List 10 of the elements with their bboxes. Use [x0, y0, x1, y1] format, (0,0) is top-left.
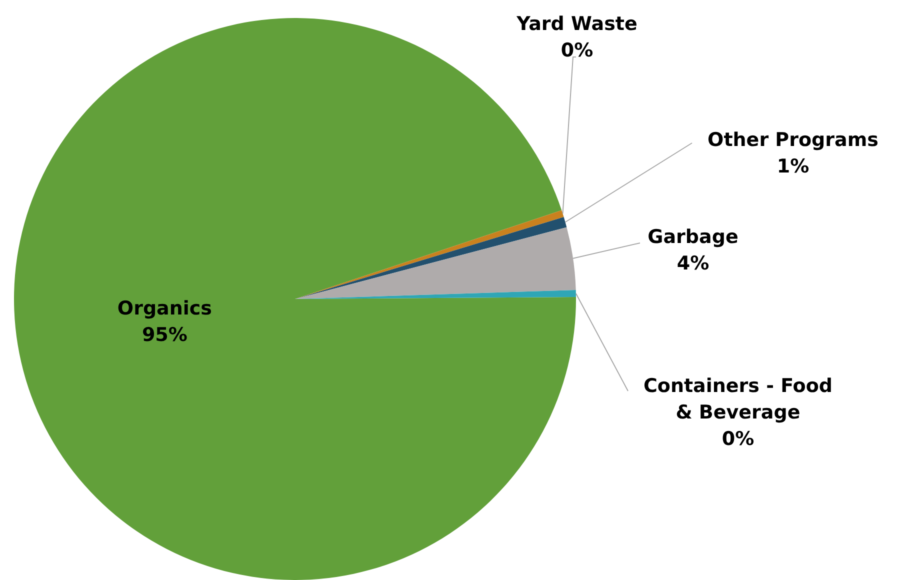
slice-label: Garbage	[648, 226, 738, 248]
data-label: 0%	[560, 40, 594, 62]
data-label: 0%	[722, 428, 754, 450]
data-label: 1%	[776, 156, 810, 178]
data-label: 4%	[676, 252, 710, 274]
slice-label: Yard Waste	[516, 13, 638, 35]
slice-label: Other Programs	[708, 129, 878, 151]
data-label: 95%	[142, 324, 188, 346]
slice-label: Containers - Food & Beverage	[643, 375, 833, 424]
slice-label: Organics	[117, 297, 212, 320]
